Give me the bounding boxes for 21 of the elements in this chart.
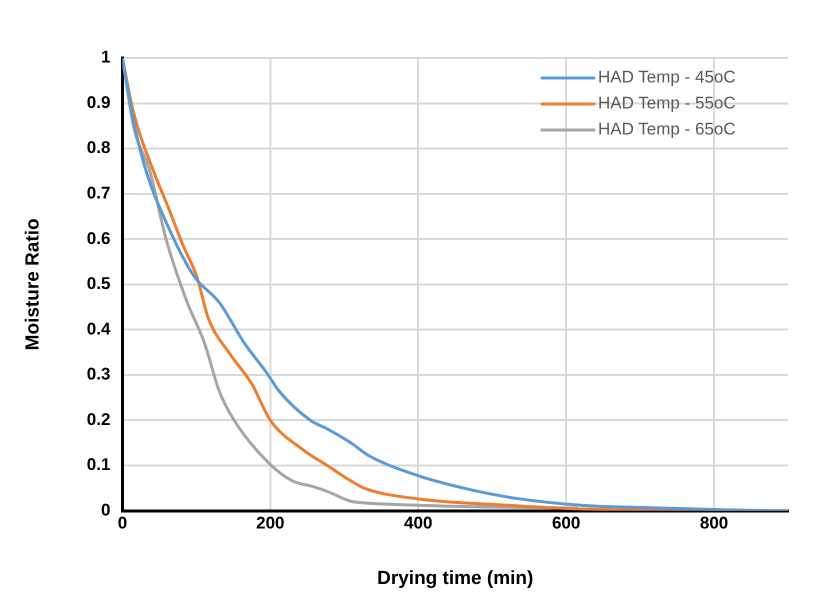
- x-axis-title: Drying time (min): [377, 568, 534, 589]
- y-tick-label: 1: [100, 48, 110, 67]
- x-tick-label: 400: [404, 514, 432, 533]
- y-tick-label: 0.9: [86, 92, 110, 112]
- legend-label: HAD Temp - 55oC: [598, 94, 736, 113]
- y-tick-label: 0: [100, 500, 110, 520]
- y-tick-label: 0.6: [86, 228, 110, 248]
- legend-label: HAD Temp - 45oC: [598, 68, 736, 87]
- x-tick-label: 600: [552, 514, 580, 533]
- y-tick-label: 0.2: [86, 410, 110, 429]
- y-tick-label: 0.5: [86, 274, 110, 294]
- y-tick-label: 0.3: [86, 364, 110, 384]
- y-tick-label: 0.1: [86, 455, 110, 474]
- y-tick-label: 0.8: [86, 138, 110, 158]
- x-tick-label: 0: [118, 514, 128, 533]
- x-tick-label: 200: [256, 514, 285, 533]
- y-tick-label: 0.7: [86, 184, 110, 203]
- y-tick-label: 0.4: [86, 319, 111, 338]
- x-tick-label: 800: [700, 514, 728, 533]
- y-axis-title: Moisture Ratio: [22, 218, 44, 350]
- legend-label: HAD Temp - 65oC: [598, 120, 736, 139]
